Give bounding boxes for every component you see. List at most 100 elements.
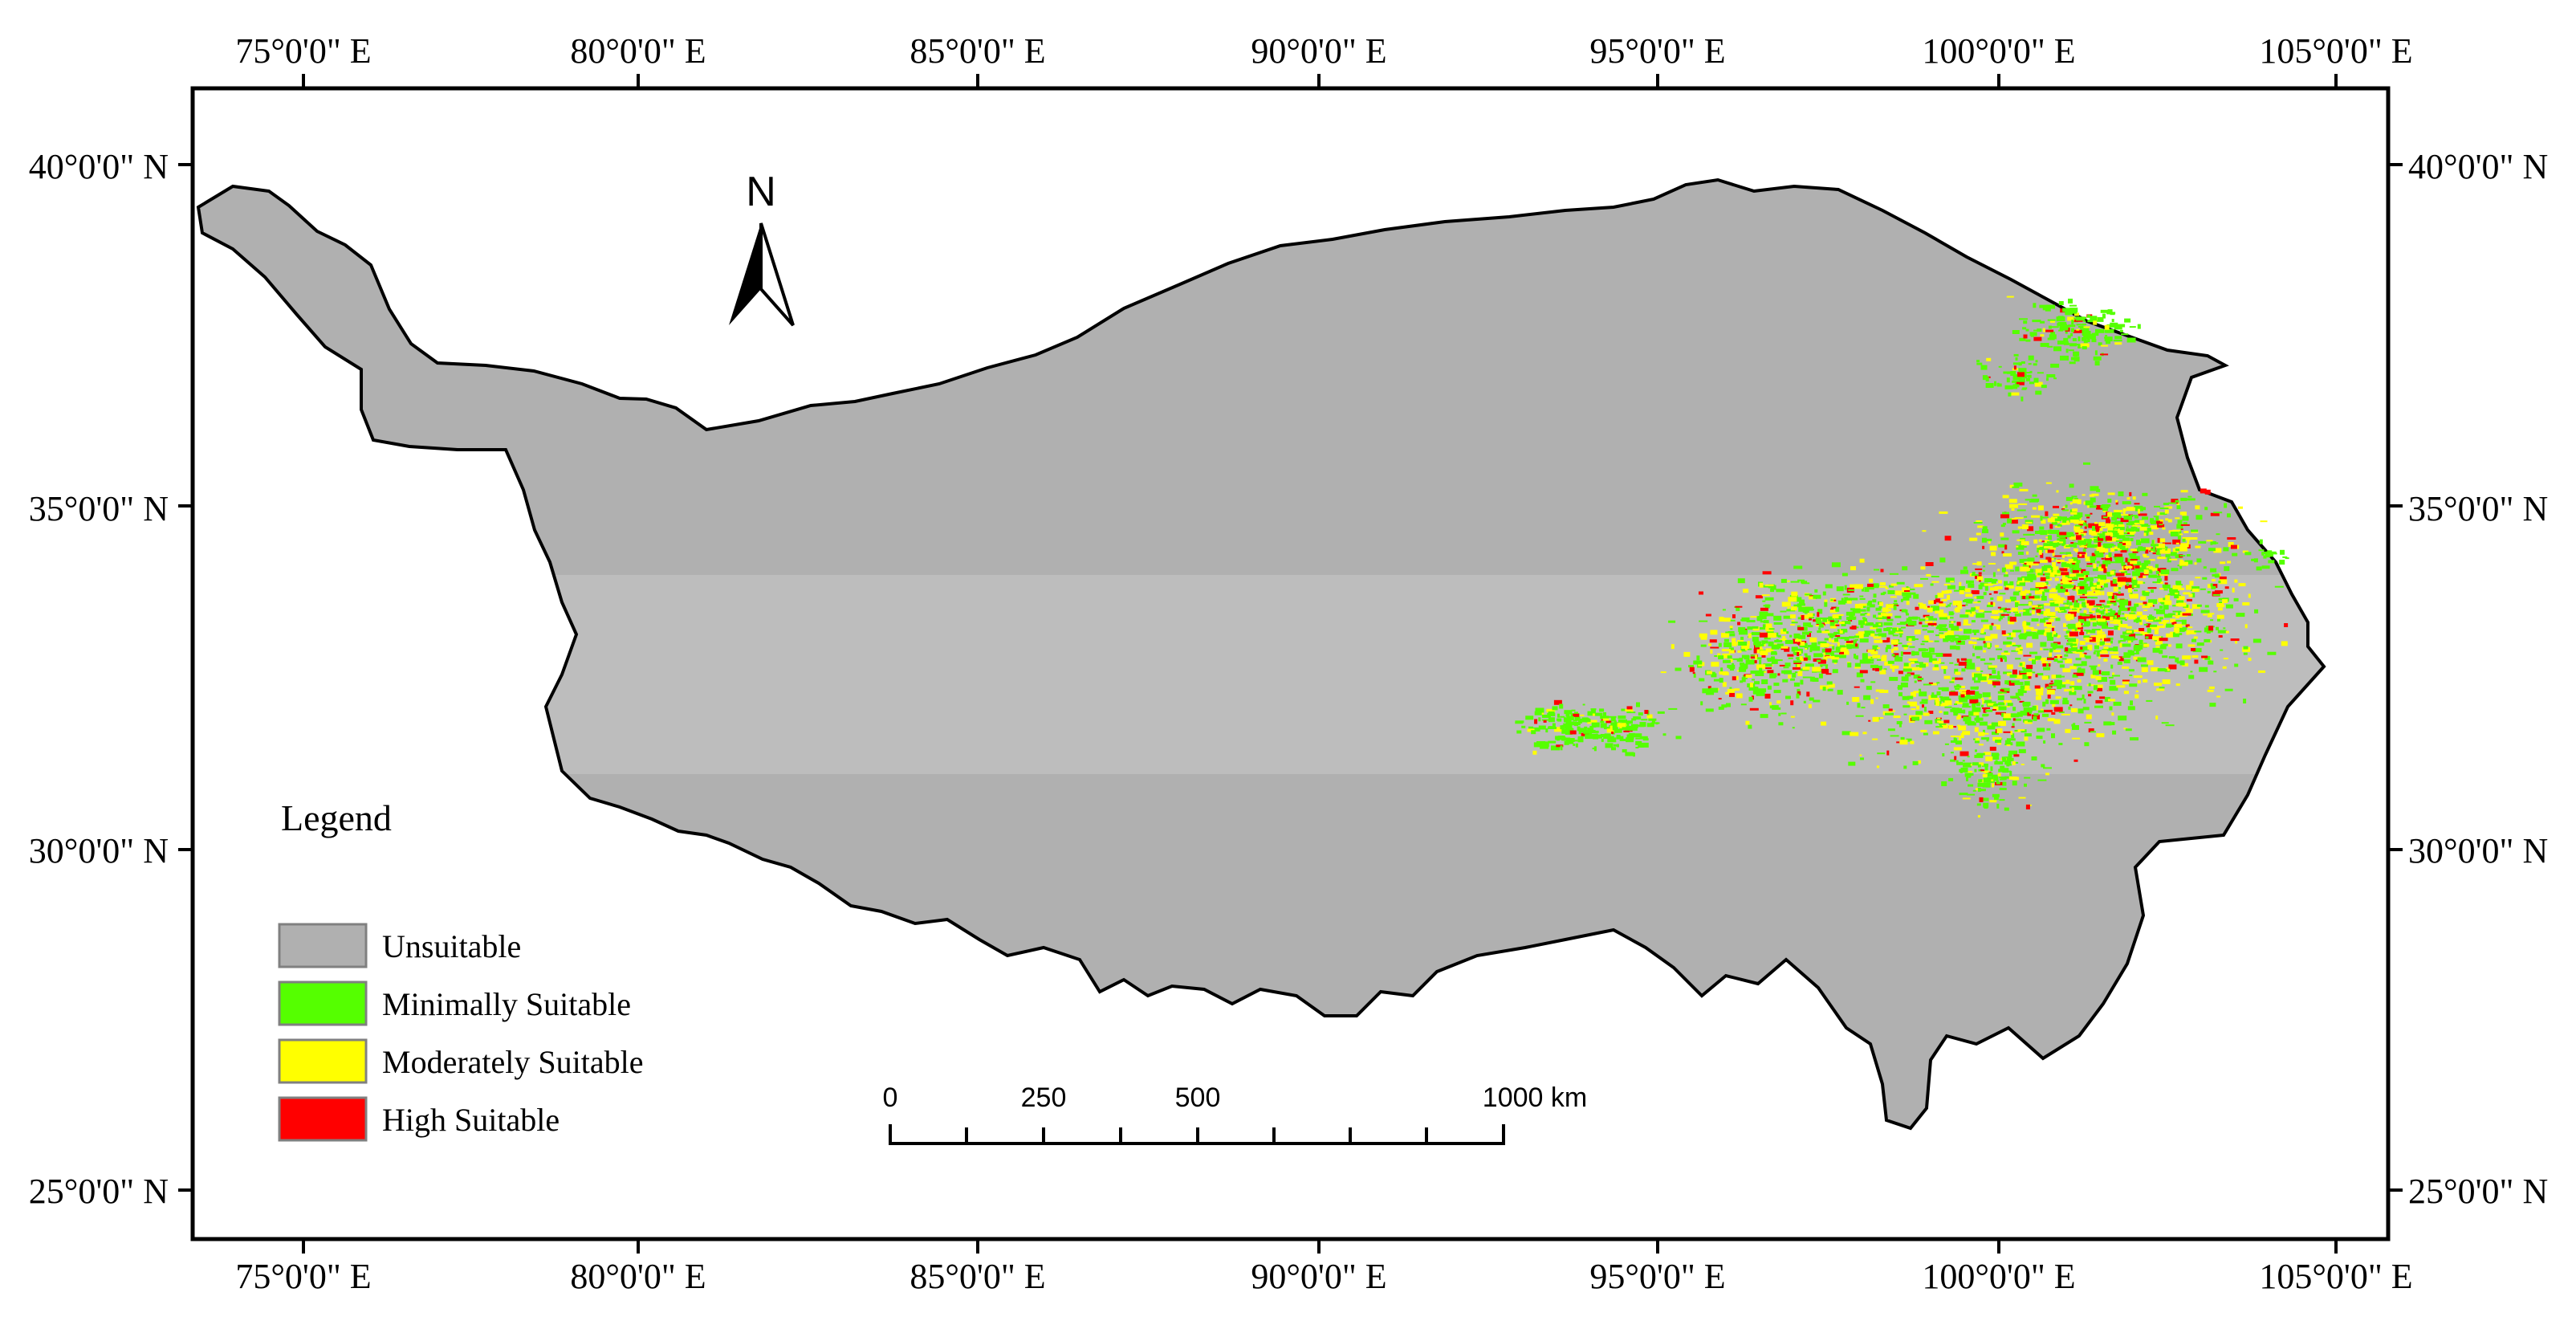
suitability-pixel [2069,666,2076,670]
suitability-pixel [1781,601,1791,607]
suitability-pixel [2145,549,2149,554]
suitability-pixel [2057,589,2066,593]
suitability-pixel [2038,539,2042,542]
suitability-pixel [2129,593,2139,599]
suitability-pixel [2003,718,2012,720]
suitability-pixel [2023,667,2033,672]
suitability-pixel [2082,614,2090,617]
suitability-pixel [2219,579,2228,585]
suitability-pixel [1976,713,1980,718]
suitability-pixel [2068,324,2076,328]
suitability-pixel [1671,644,1675,650]
suitability-pixel [2094,645,2099,650]
suitability-pixel [1536,741,1545,746]
suitability-pixel [1875,607,1882,611]
suitability-pixel [1528,726,1533,730]
suitability-pixel [1841,629,1848,630]
suitability-pixel [1798,606,1806,612]
suitability-pixel [1947,615,1950,619]
suitability-pixel [2107,499,2112,503]
suitability-pixel [1875,617,1884,619]
suitability-pixel [1641,719,1648,721]
suitability-pixel [2040,618,2046,623]
suitability-pixel [2057,610,2067,613]
suitability-pixel [2132,571,2141,577]
suitability-pixel [2018,503,2028,505]
suitability-pixel [2072,609,2082,611]
suitability-pixel [1803,700,1806,703]
suitability-pixel [2095,613,2101,615]
suitability-pixel [2142,492,2148,496]
suitability-pixel [2026,672,2033,677]
suitability-pixel [2017,372,2025,377]
suitability-pixel [2150,518,2155,524]
suitability-pixel [1534,711,1542,715]
suitability-pixel [2155,564,2159,569]
suitability-pixel [2023,334,2028,339]
suitability-pixel [1997,695,2004,700]
suitability-pixel [2148,559,2155,561]
suitability-pixel [2151,540,2155,544]
suitability-pixel [1817,659,1821,662]
suitability-pixel [2248,593,2251,598]
suitability-pixel [2155,626,2165,628]
suitability-pixel [1976,752,1982,757]
suitability-pixel [2129,606,2134,609]
suitability-pixel [1949,645,1956,650]
suitability-pixel [2035,589,2044,595]
suitability-pixel [2159,650,2163,654]
suitability-pixel [1943,584,1951,586]
suitability-pixel [2017,581,2025,583]
suitability-pixel [1764,597,1774,601]
suitability-pixel [2001,712,2006,717]
suitability-pixel [2206,540,2213,542]
suitability-pixel [2037,505,2044,511]
suitability-pixel [1737,578,1745,584]
suitability-pixel [2048,325,2052,329]
suitability-pixel [1928,711,1934,714]
suitability-pixel [1610,717,1616,722]
suitability-pixel [2046,622,2052,625]
suitability-pixel [1913,675,1920,679]
suitability-pixel [1976,360,1980,363]
suitability-pixel [1907,592,1916,595]
suitability-pixel [2067,596,2075,601]
suitability-pixel [1552,723,1556,728]
suitability-pixel [1888,585,1894,588]
suitability-pixel [1626,737,1634,743]
suitability-pixel [1885,647,1888,653]
suitability-pixel [1863,618,1867,622]
suitability-pixel [1976,656,1980,659]
suitability-pixel [1953,712,1959,716]
suitability-pixel [2098,655,2102,659]
suitability-pixel [1883,668,1887,671]
suitability-pixel [1817,609,1823,614]
suitability-pixel [2204,638,2211,642]
suitability-pixel [2057,316,2064,321]
legend-swatch-high-suitable [278,1096,368,1142]
suitability-pixel [2143,601,2147,605]
suitability-pixel [2175,643,2183,649]
suitability-pixel [1862,655,1868,660]
suitability-pixel [2243,646,2248,650]
suitability-pixel [1998,706,2007,711]
suitability-pixel [1902,668,1912,672]
suitability-pixel [2010,731,2013,736]
suitability-pixel [2077,531,2086,536]
suitability-pixel [2139,526,2147,531]
suitability-pixel [1756,691,1765,696]
suitability-pixel [1750,654,1757,657]
suitability-pixel [2175,499,2179,503]
suitability-pixel [2077,608,2080,614]
suitability-pixel [1877,658,1883,661]
suitability-pixel [2200,488,2207,494]
suitability-pixel [2159,687,2165,689]
suitability-pixel [2154,505,2160,508]
suitability-pixel [2120,514,2129,516]
suitability-pixel [2270,553,2273,557]
suitability-pixel [2132,551,2139,553]
suitability-pixel [2168,656,2175,659]
suitability-pixel [1761,594,1770,597]
suitability-pixel [2065,574,2073,580]
suitability-pixel [2147,660,2154,666]
